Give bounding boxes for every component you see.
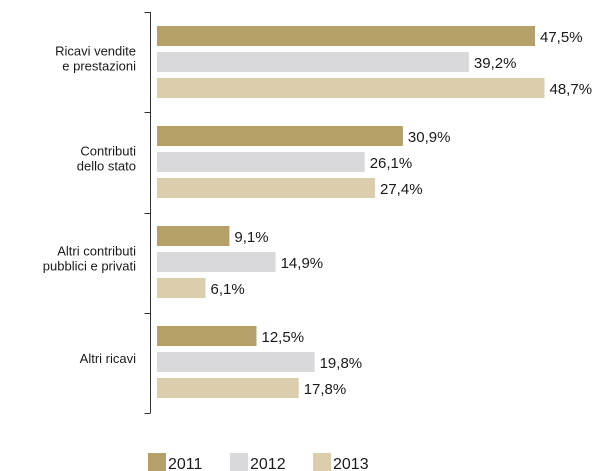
data-label: 17,8% xyxy=(304,381,347,398)
data-label: 47,5% xyxy=(540,29,583,46)
legend-swatch-2013 xyxy=(313,453,331,471)
data-label: 30,9% xyxy=(408,129,451,146)
bar-2012 xyxy=(157,252,276,272)
bar-2013 xyxy=(157,178,375,198)
data-label: 14,9% xyxy=(281,255,324,272)
data-label: 39,2% xyxy=(474,55,517,72)
bar-2013 xyxy=(157,78,545,98)
data-label: 9,1% xyxy=(234,229,268,246)
bar-2012 xyxy=(157,52,469,72)
bar-2013 xyxy=(157,278,206,298)
value-labels: 47,5% 39,2% 48,7% 30,9% 26,1% 27,4% 9,1% 14,9% 6… xyxy=(211,29,593,398)
bar-2013 xyxy=(157,378,299,398)
data-label: 19,8% xyxy=(320,355,363,372)
category-label: Contributi xyxy=(80,144,136,159)
category-label: Altri ricavi xyxy=(80,351,136,366)
bar-2011 xyxy=(157,326,257,346)
category-label: pubblici e privati xyxy=(43,259,136,274)
category-label: Ricavi vendite xyxy=(55,44,136,59)
data-label: 48,7% xyxy=(550,81,593,98)
legend-label: 2012 xyxy=(250,456,286,471)
category-label: e prestazioni xyxy=(62,59,136,74)
legend-label: 2011 xyxy=(168,456,203,471)
bar-2012 xyxy=(157,352,315,372)
legend-label: 2013 xyxy=(333,456,369,471)
legend-swatch-2011 xyxy=(148,453,166,471)
category-label: Altri contributi xyxy=(57,244,136,259)
data-label: 6,1% xyxy=(211,281,245,298)
bar-2012 xyxy=(157,152,365,172)
bars xyxy=(157,26,545,398)
data-label: 26,1% xyxy=(370,155,413,172)
legend: 2011 2012 2013 xyxy=(148,453,369,471)
data-label: 12,5% xyxy=(262,329,305,346)
bar-2011 xyxy=(157,26,535,46)
bar-2011 xyxy=(157,226,230,246)
category-label: dello stato xyxy=(77,159,136,174)
axis-ticks xyxy=(144,12,151,414)
legend-swatch-2012 xyxy=(230,453,248,471)
data-label: 27,4% xyxy=(380,181,423,198)
bar-2011 xyxy=(157,126,403,146)
